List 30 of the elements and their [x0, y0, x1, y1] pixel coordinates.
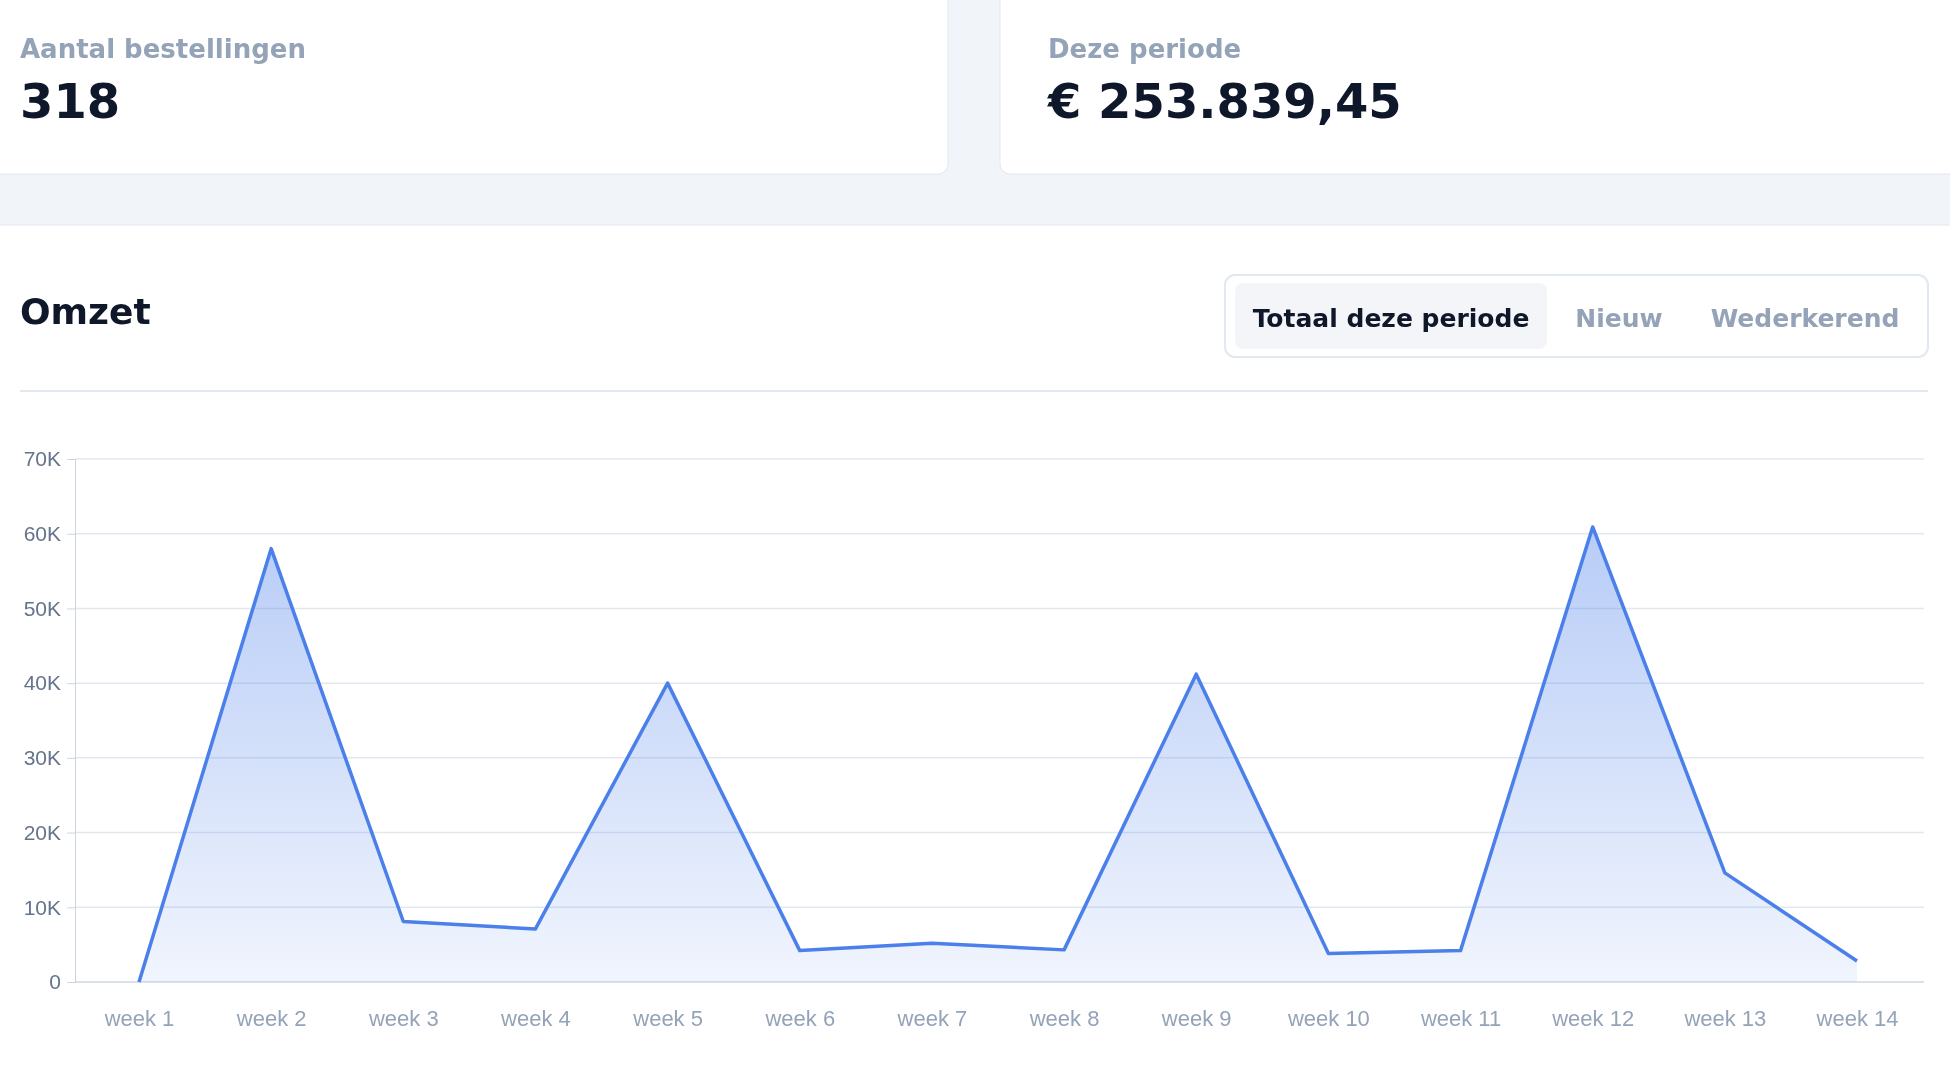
- text: 318: [20, 73, 121, 129]
- y-tick-label: 50K: [23, 596, 61, 620]
- x-tick-label: week 4: [500, 1005, 571, 1031]
- x-tick-label: week 14: [1815, 1005, 1899, 1031]
- x-tick-label: week 13: [1683, 1005, 1767, 1031]
- chart-title: Omzet: [20, 291, 151, 332]
- x-tick-label: week 5: [632, 1005, 703, 1031]
- x-tick-label: week 8: [1028, 1005, 1100, 1031]
- text: Nieuw: [1575, 304, 1663, 333]
- x-tick-label: week 3: [367, 1005, 439, 1031]
- y-tick-label: 30K: [23, 746, 61, 770]
- x-tick-label: week 2: [235, 1005, 307, 1031]
- x-tick-label: week 1: [103, 1005, 175, 1031]
- x-tick-label: week 9: [1160, 1005, 1232, 1031]
- x-tick-label: week 6: [764, 1005, 836, 1031]
- text: Wederkerend: [1710, 304, 1900, 333]
- x-tick-label: week 12: [1551, 1005, 1635, 1031]
- text: € 253.839,45: [1047, 73, 1402, 129]
- y-tick-label: 70K: [23, 447, 61, 471]
- text: Totaal deze periode: [1252, 304, 1530, 333]
- x-tick-label: week 10: [1286, 1005, 1370, 1031]
- text: Aantal bestellingen: [20, 34, 306, 64]
- y-tick-label: 40K: [23, 671, 61, 695]
- y-tick-label: 0: [49, 970, 61, 994]
- x-tick-label: week 11: [1419, 1005, 1502, 1031]
- x-tick-label: week 7: [896, 1005, 968, 1031]
- y-tick-label: 20K: [23, 820, 61, 844]
- y-tick-label: 60K: [23, 521, 61, 545]
- text: Deze periode: [1048, 34, 1242, 64]
- y-tick-label: 10K: [23, 895, 61, 919]
